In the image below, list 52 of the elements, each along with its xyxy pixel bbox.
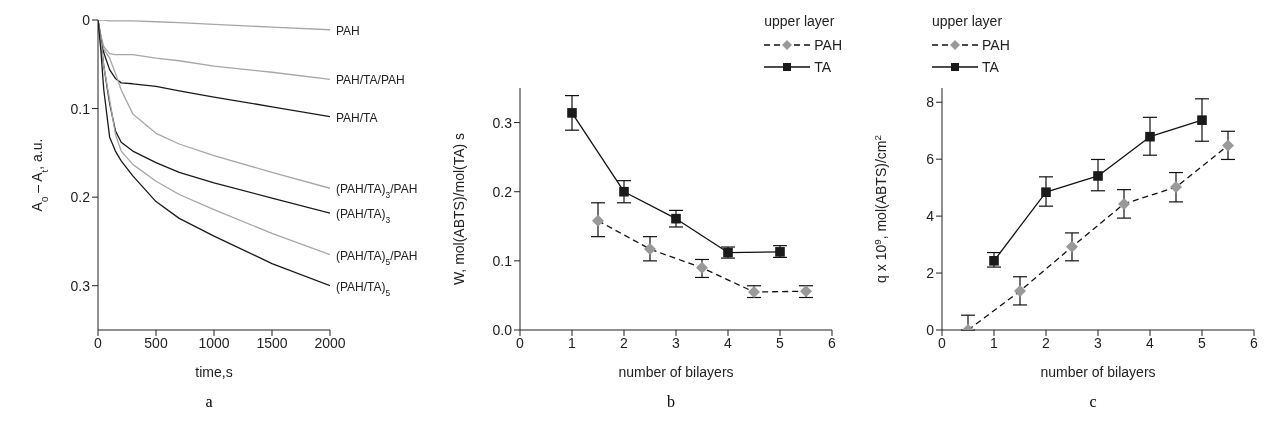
x-tick-label: 1500 [256, 334, 288, 351]
legend-label: PAH [814, 37, 842, 53]
x-tick-label: 0 [516, 334, 525, 351]
x-tick-label: 6 [1250, 334, 1259, 351]
y-tick-label: 0.3 [70, 277, 91, 294]
series-label: (PAH/TA)$_{5}$/PAH [336, 248, 418, 267]
y-tick-label: 0.3 [492, 114, 513, 131]
y-tick-label: 0.1 [70, 100, 91, 117]
y-tick-label: 0.2 [492, 183, 513, 200]
x-tick-label: 4 [1146, 334, 1155, 351]
series-label: PAH/TA [336, 110, 378, 125]
x-tick-label: 2 [620, 334, 629, 351]
y-tick-label: 0.1 [492, 252, 513, 269]
legend-label: TA [982, 59, 999, 75]
series-label: (PAH/TA)$_{3}$/PAH [336, 182, 418, 201]
legend-title: upper layer [932, 13, 1004, 29]
x-tick-label: 3 [672, 334, 681, 351]
x-axis-title: time,s [195, 364, 233, 380]
y-tick-label: 0.2 [70, 189, 91, 206]
x-tick-label: 4 [724, 334, 733, 351]
y-tick-label: 0 [82, 11, 91, 28]
x-tick-label: 1 [568, 334, 577, 351]
x-tick-label: 0 [94, 334, 103, 351]
series-label: PAH/TA/PAH [336, 73, 405, 88]
y-tick-label: 8 [926, 94, 935, 111]
legend-label: PAH [982, 37, 1010, 53]
series-label: (PAH/TA)$_{5}$ [336, 279, 391, 298]
x-axis-title: number of bilayers [618, 364, 734, 380]
x-tick-label: 500 [144, 334, 168, 351]
y-tick-label: 0.0 [492, 321, 513, 338]
x-axis-title: number of bilayers [1040, 364, 1156, 380]
y-tick-label: 6 [926, 151, 935, 168]
x-tick-label: 0 [938, 334, 947, 351]
x-tick-label: 5 [1198, 334, 1207, 351]
x-tick-label: 6 [828, 334, 837, 351]
y-tick-label: 2 [926, 265, 935, 282]
x-tick-label: 1 [990, 334, 999, 351]
y-tick-label: 4 [926, 208, 935, 225]
x-tick-label: 1000 [198, 334, 230, 351]
x-tick-label: 5 [776, 334, 785, 351]
series-label: PAH [336, 23, 360, 38]
text: a [204, 393, 214, 411]
x-tick-label: 2000 [314, 334, 346, 351]
x-tick-label: 3 [1094, 334, 1103, 351]
y-axis-title: W, mol(ABTS)/mol(TA) s [451, 132, 467, 286]
legend-label: TA [814, 59, 832, 75]
y-tick-label: 0 [926, 321, 935, 338]
series-label: (PAH/TA)$_{3}$ [336, 207, 391, 226]
x-tick-label: 2 [1042, 334, 1051, 351]
text: c [1088, 393, 1098, 411]
text: b [666, 393, 676, 411]
legend-title: upper layer [764, 13, 836, 29]
